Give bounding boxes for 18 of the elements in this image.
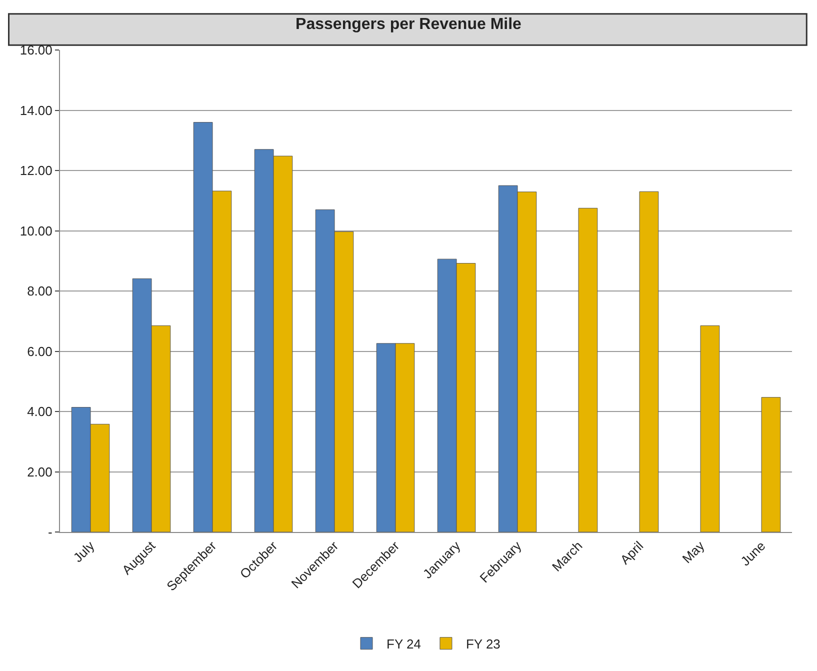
legend-label: FY 23 bbox=[466, 636, 500, 652]
y-tick-label: 6.00 bbox=[27, 344, 52, 359]
y-tick-label: 2.00 bbox=[27, 464, 52, 480]
chart-title: Passengers per Revenue Mile bbox=[296, 16, 522, 34]
bar bbox=[639, 191, 659, 532]
bar bbox=[761, 397, 781, 532]
x-tick-label: May bbox=[679, 538, 708, 566]
y-tick-label: 10.00 bbox=[20, 223, 52, 238]
x-tick-label: July bbox=[70, 538, 98, 566]
y-tick-label: 14.00 bbox=[20, 102, 52, 118]
y-tick-label: - bbox=[48, 524, 52, 540]
legend-label: FY 24 bbox=[386, 636, 421, 652]
bar bbox=[578, 208, 598, 532]
y-tick-label: 16.00 bbox=[20, 42, 52, 58]
y-tick-label: 8.00 bbox=[27, 284, 52, 299]
y-tick-label: 12.00 bbox=[20, 163, 52, 178]
y-tick-label: 4.00 bbox=[27, 404, 52, 420]
bar bbox=[700, 325, 720, 532]
